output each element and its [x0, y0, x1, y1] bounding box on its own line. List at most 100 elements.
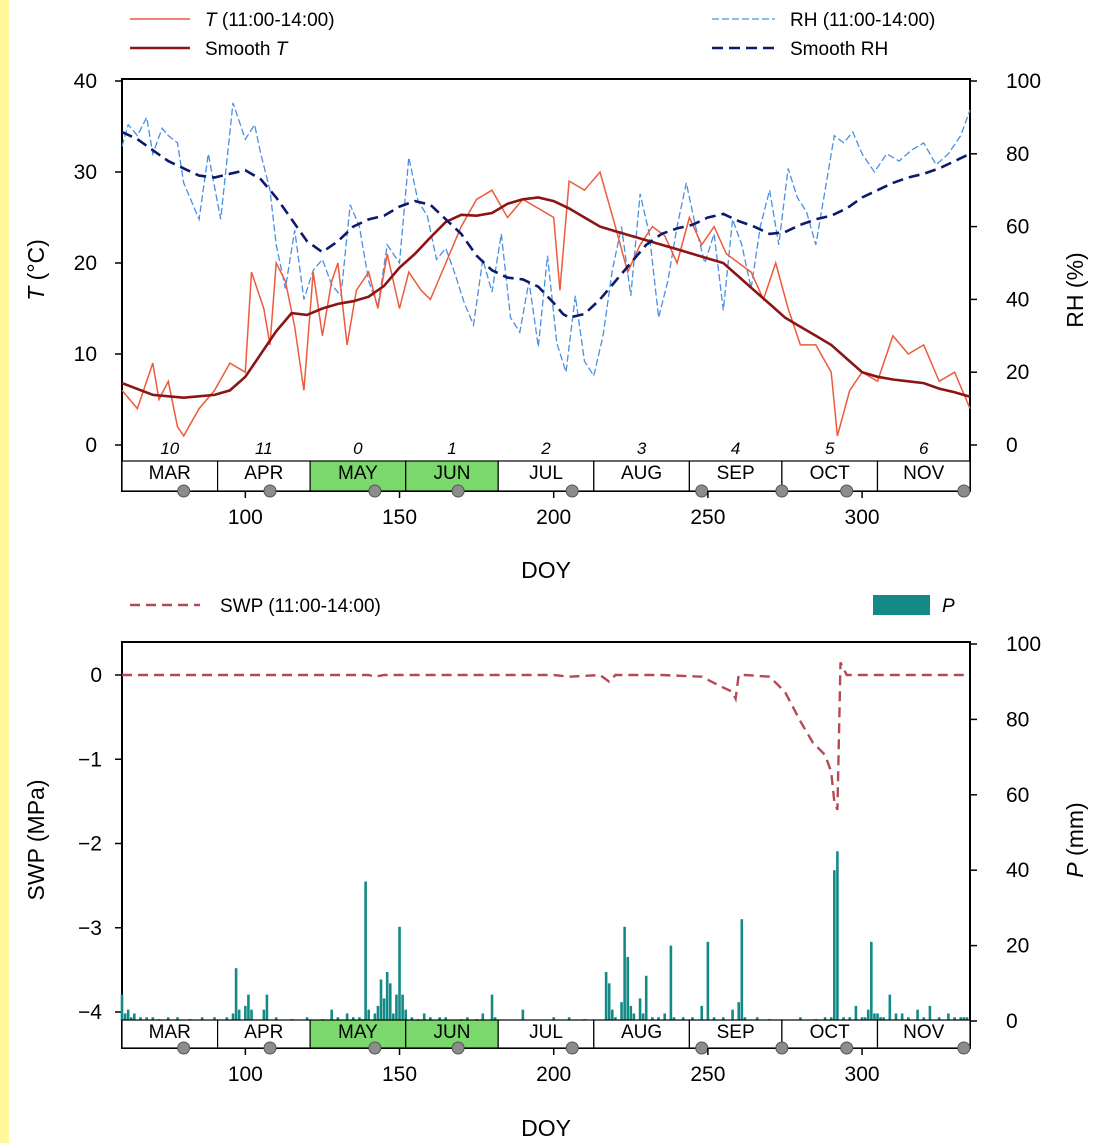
- legend-rh-label: RH (11:00-14:00): [790, 10, 935, 31]
- precipitation-bar: [604, 971, 608, 1021]
- bottom-y2-axis-label: P (mm): [1062, 802, 1088, 877]
- legend-p-label: P: [942, 596, 955, 617]
- bottom-y2-axis-label-unit: (mm): [1062, 802, 1088, 862]
- precipitation-bar: [876, 1013, 879, 1021]
- top-month-label: MAY: [338, 463, 378, 484]
- precipitation-bar: [395, 994, 398, 1021]
- top-month-label: AUG: [621, 463, 662, 484]
- precipitation-bar: [620, 1002, 623, 1021]
- t-series-line: [121, 170, 971, 438]
- top-y-tick-label: 20: [74, 252, 97, 275]
- precipitation-bar: [651, 1017, 654, 1021]
- legend-t-label: T (11:00-14:00): [205, 10, 335, 31]
- precipitation-bar: [466, 1017, 469, 1021]
- precipitation-bar: [681, 1017, 685, 1021]
- precipitation-bar: [873, 1013, 876, 1021]
- top-circle-marker-icon: [263, 484, 277, 498]
- bottom-x-axis-label: DOY: [521, 1115, 571, 1141]
- bottom-month-label: OCT: [810, 1022, 851, 1043]
- precipitation-bar: [262, 1009, 266, 1021]
- top-y-axis-label-unit: (°C): [23, 239, 49, 287]
- precipitation-bar: [234, 968, 238, 1021]
- top-y2-tick-label: 20: [1006, 361, 1029, 384]
- precipitation-bar: [626, 956, 630, 1021]
- top-circle-marker-icon: [368, 484, 382, 498]
- bottom-circle-marker-icon: [695, 1041, 709, 1055]
- bottom-month-label: APR: [244, 1022, 283, 1043]
- precipitation-bar: [330, 1009, 333, 1021]
- precipitation-bar: [126, 1009, 130, 1021]
- top-month-label: JUN: [433, 463, 470, 484]
- precipitation-bar: [965, 1017, 969, 1021]
- bottom-circle-marker-icon: [775, 1041, 789, 1055]
- precipitation-bar: [213, 1017, 216, 1021]
- precipitation-bar: [953, 1017, 956, 1021]
- precipitation-bar: [614, 1017, 617, 1021]
- precipitation-bar: [712, 1017, 716, 1021]
- bottom-circle-marker-icon: [451, 1041, 465, 1055]
- precipitation-bar: [120, 994, 124, 1021]
- precipitation-bar: [657, 1017, 660, 1021]
- bottom-y-tick-label: −2: [78, 833, 102, 856]
- month-number-label: 10: [160, 439, 179, 458]
- precipitation-bar: [907, 1017, 910, 1021]
- bottom-circle-marker-icon: [263, 1041, 277, 1055]
- precipitation-bar: [959, 1017, 963, 1021]
- precipitation-bar: [231, 1013, 235, 1021]
- bottom-x-tick-label: 250: [690, 1063, 725, 1086]
- month-number-label: 4: [731, 439, 740, 458]
- precipitation-bar: [567, 1017, 571, 1021]
- precipitation-bar: [937, 1017, 941, 1021]
- precipitation-bar: [623, 926, 626, 1021]
- top-month-label: JUL: [529, 463, 563, 484]
- top-circle-marker-icon: [451, 484, 465, 498]
- precipitation-bar: [133, 1013, 136, 1021]
- legend-t-symbol: T: [205, 10, 218, 31]
- bottom-x-tick-label: 200: [536, 1063, 571, 1086]
- bottom-month-label: AUG: [621, 1022, 662, 1043]
- top-y2-tick-label: 40: [1006, 288, 1029, 311]
- precipitation-bar: [641, 1013, 645, 1021]
- bottom-y-tick-label: −1: [78, 748, 102, 771]
- precipitation-bar: [854, 1005, 858, 1021]
- top-y2-axis-label: RH (%): [1062, 252, 1088, 327]
- top-month-box: [497, 460, 595, 492]
- precipitation-bar: [755, 1017, 759, 1021]
- month-number-label: 3: [637, 439, 647, 458]
- precipitation-bar: [373, 1013, 377, 1021]
- top-month-box: [405, 460, 499, 492]
- bottom-month-box: [497, 1019, 595, 1049]
- bottom-month-label: MAY: [338, 1022, 378, 1043]
- legend-smooth-rh-label: Smooth RH: [790, 39, 888, 60]
- precipitation-bar: [444, 1017, 448, 1021]
- month-number-label: 11: [255, 439, 273, 458]
- precipitation-bar: [829, 1017, 833, 1021]
- precipitation-bar: [863, 1017, 867, 1021]
- precipitation-bar: [401, 994, 404, 1021]
- bottom-circle-marker-icon: [957, 1041, 971, 1055]
- precipitation-bar: [610, 1009, 614, 1021]
- legend-smooth-t-prefix: Smooth: [205, 39, 276, 60]
- precipitation-bar: [737, 1002, 741, 1021]
- precipitation-bar: [392, 1013, 395, 1021]
- bottom-y2-tick-label: 20: [1006, 935, 1029, 958]
- precipitation-bar: [176, 1017, 179, 1021]
- legend-swp-label: SWP (11:00-14:00): [220, 596, 381, 617]
- precipitation-bar: [706, 941, 710, 1021]
- bottom-month-label: MAR: [149, 1022, 191, 1043]
- top-month-label: MAR: [149, 463, 191, 484]
- bottom-circle-marker-icon: [840, 1041, 854, 1055]
- top-y2-tick-label: 100: [1006, 70, 1041, 93]
- bottom-y2-tick-label: 60: [1006, 784, 1029, 807]
- swp-series-line: [122, 661, 970, 811]
- bottom-month-box: [121, 1019, 219, 1049]
- bottom-x-tick-label: 150: [382, 1063, 417, 1086]
- precipitation-bar: [382, 998, 386, 1021]
- precipitation-bar: [490, 994, 494, 1021]
- precipitation-bar: [129, 1017, 133, 1021]
- legend-p-swatch: [873, 595, 930, 615]
- precipitation-bar: [842, 1017, 845, 1021]
- precipitation-bar: [166, 1017, 170, 1021]
- precipitation-bar: [250, 1009, 253, 1021]
